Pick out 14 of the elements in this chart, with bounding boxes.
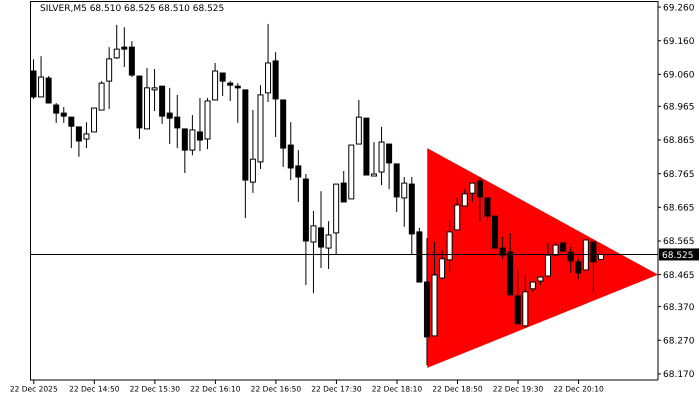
y-tick-label: 68.665	[663, 204, 694, 214]
y-tick-label: 69.260	[663, 3, 695, 14]
y-tick-label: 68.765	[663, 170, 694, 180]
ref-line-label: 68.525	[662, 250, 694, 261]
y-tick-label: 68.170	[663, 370, 695, 380]
y-tick-label: 68.270	[663, 336, 695, 346]
y-tick-label: 68.865	[663, 136, 694, 146]
y-tick-label: 68.965	[663, 102, 694, 113]
y-tick-label: 69.060	[663, 70, 695, 81]
y-tick-label: 68.565	[663, 237, 694, 248]
chart-title: SILVER,M5 68.510 68.525 68.510 68.525	[40, 4, 224, 14]
y-tick-label: 69.160	[663, 36, 695, 47]
y-tick-label: 68.370	[663, 302, 695, 313]
y-tick-label: 68.465	[663, 270, 694, 281]
